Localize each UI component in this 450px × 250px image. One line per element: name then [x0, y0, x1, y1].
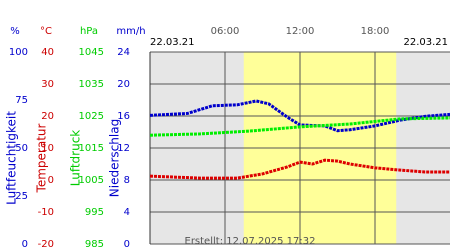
series-line: [149, 158, 450, 180]
y-tick-label: 8: [124, 175, 130, 186]
series-line: [149, 116, 450, 137]
y-tick-label: 75: [15, 95, 28, 106]
y-tick-label: 1035: [79, 79, 104, 90]
axis-label: Temperatur: [35, 123, 49, 193]
axis-unit: mm/h: [116, 26, 145, 37]
y-tick-label: 20: [41, 111, 54, 122]
y-tick-label: 995: [85, 207, 104, 218]
y-tick-label: 4: [124, 207, 130, 218]
y-tick-label: 24: [117, 47, 130, 58]
y-tick-label: 50: [15, 143, 28, 154]
x-tick-label: 12:00: [286, 26, 315, 37]
y-tick-label: 0: [48, 175, 54, 186]
y-tick-label: 1005: [79, 175, 104, 186]
y-tick-label: 20: [117, 79, 130, 90]
date-right: 22.03.21: [403, 37, 448, 48]
series-line: [149, 99, 450, 133]
y-tick-label: 1025: [79, 111, 104, 122]
axis-unit: hPa: [80, 26, 98, 37]
y-tick-label: 40: [41, 47, 54, 58]
y-tick-label: 10: [41, 143, 54, 154]
y-tick-label: 985: [85, 239, 104, 250]
date-left: 22.03.21: [150, 37, 195, 48]
axis-label: Luftfeuchtigkeit: [5, 111, 19, 205]
y-tick-label: 30: [41, 79, 54, 90]
axis-unit: °C: [40, 26, 52, 37]
x-tick-label: 18:00: [361, 26, 390, 37]
y-tick-label: -10: [38, 207, 54, 218]
y-tick-label: 25: [15, 191, 28, 202]
y-tick-label: 100: [9, 47, 28, 58]
y-tick-label: 16: [117, 111, 130, 122]
axis-label: Luftdruck: [69, 130, 83, 187]
x-tick-label: 06:00: [211, 26, 240, 37]
footer: Erstellt: 12.07.2025 17:32: [185, 236, 316, 247]
y-tick-label: 1045: [79, 47, 104, 58]
y-tick-label: 0: [124, 239, 130, 250]
y-tick-label: -20: [38, 239, 54, 250]
y-tick-label: 0: [22, 239, 28, 250]
axis-unit: %: [10, 26, 20, 37]
axis-label: Niederschlag: [108, 119, 122, 197]
y-tick-label: 1015: [79, 143, 104, 154]
y-tick-label: 12: [117, 143, 130, 154]
